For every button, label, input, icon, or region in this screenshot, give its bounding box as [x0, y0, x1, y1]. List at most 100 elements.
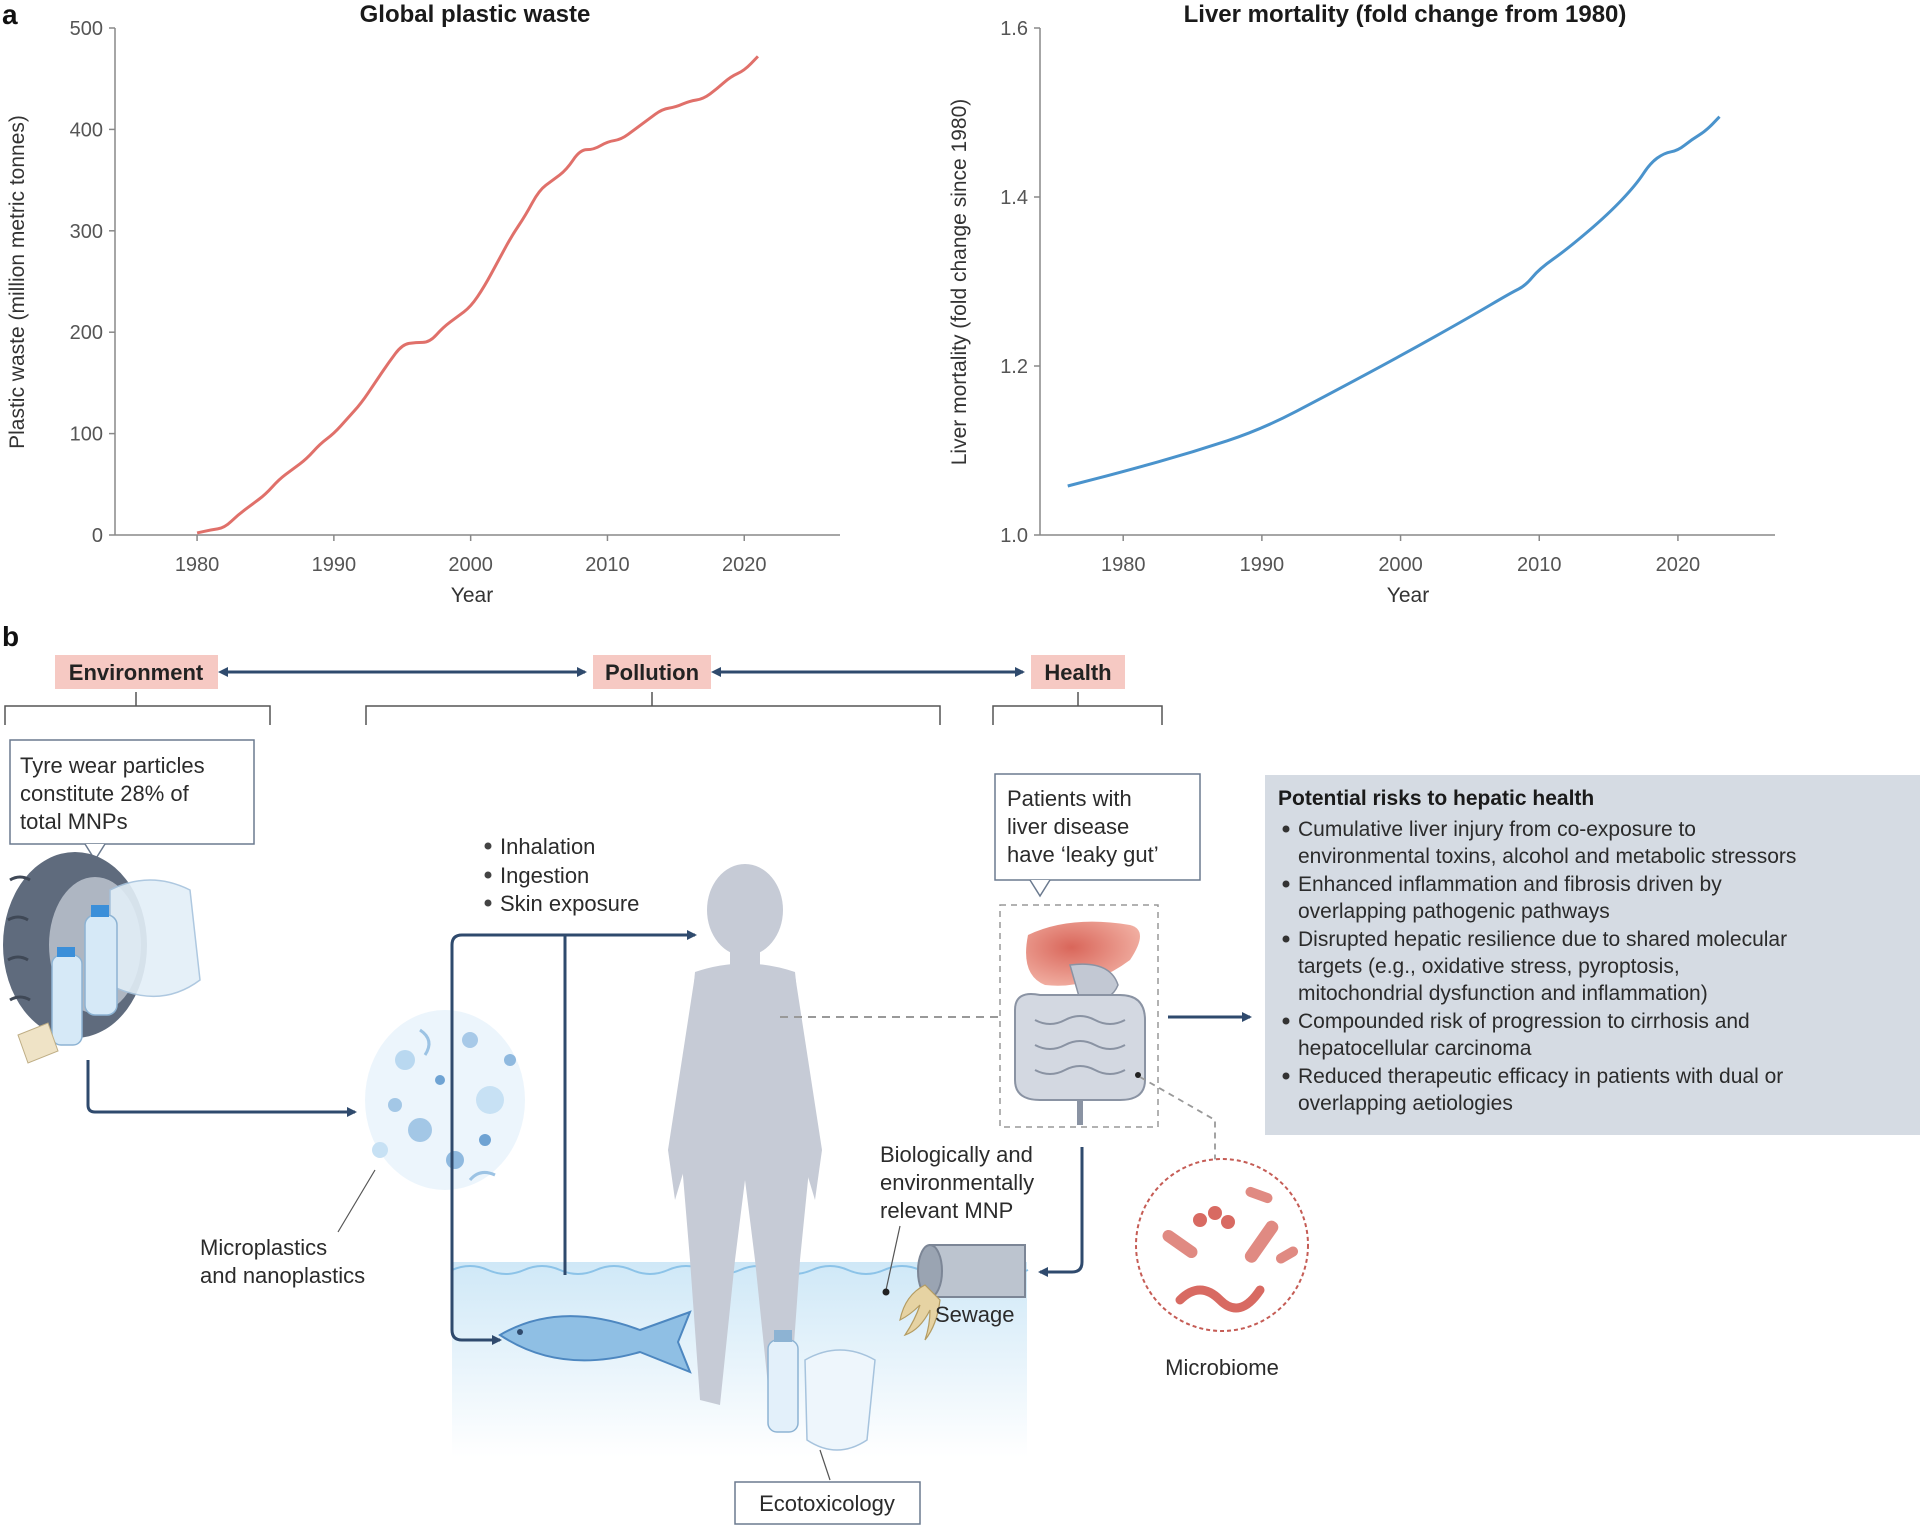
bottle-icon-2: [51, 954, 83, 1046]
arrow-tyre-to-mnp: [86, 1060, 357, 1117]
water-plastic-icon: [767, 1330, 876, 1451]
category-pollution: Pollution: [593, 655, 711, 689]
risk-item-4-line-1: Compounded risk of progression to cirrho…: [1298, 1010, 1750, 1033]
tyre-illustration: [3, 852, 201, 1064]
panel-a-letter: a: [2, 0, 18, 30]
chart-title-plastic: Global plastic waste: [360, 1, 591, 28]
category-health-bg: [1031, 655, 1125, 689]
patients-line-1: Patients with: [1007, 786, 1132, 811]
c1-xtick-label: 2020: [722, 554, 767, 576]
bracket-environment: [4, 692, 271, 725]
liver-mortality-series: [1067, 115, 1721, 488]
risk-bullet: [1282, 880, 1290, 888]
c1-xtick-label: 2000: [448, 554, 493, 576]
c2-ytick-label: 1.0: [1000, 525, 1028, 547]
c2-xtick-label: 1980: [1101, 554, 1146, 576]
c2-ytick-label: 1.2: [1000, 356, 1028, 378]
category-health: Health: [1031, 655, 1125, 689]
c1-ytick-label: 500: [70, 18, 103, 40]
bottle-cap-icon: [91, 905, 109, 917]
risk-bullet: [1282, 1017, 1290, 1025]
bottle-cap-icon-2: [57, 947, 75, 957]
y-label-plastic: Plastic waste (million metric tonnes): [6, 115, 29, 449]
risk-panel-bg: [1265, 775, 1920, 1135]
tyre-box-line-1: Tyre wear particles: [20, 753, 205, 778]
c1-ytick-label: 100: [70, 424, 103, 446]
c1-ytick-label: 300: [70, 221, 103, 243]
risk-bullet: [1282, 825, 1290, 833]
ecotox-label: Ecotoxicology: [759, 1491, 895, 1516]
plastic-bag-icon: [109, 879, 201, 998]
risk-panel: Potential risks to hepatic health Cumula…: [1265, 775, 1920, 1135]
risk-item-3-line-3: mitochondrial dysfunction and inflammati…: [1298, 982, 1708, 1005]
risk-item-5-line-2: overlapping aetiologies: [1298, 1092, 1513, 1115]
risk-item-4-line-2: hepatocellular carcinoma: [1298, 1037, 1532, 1060]
microplastics-cloud: [365, 1010, 525, 1190]
human-silhouette: [668, 864, 822, 1405]
patients-line-2: liver disease: [1007, 814, 1129, 839]
risk-item-1-line-1: Cumulative liver injury from co-exposure…: [1298, 818, 1696, 841]
bracket-pollution: [365, 692, 941, 725]
risk-item-5-line-1: Reduced therapeutic efficacy in patients…: [1298, 1065, 1783, 1088]
mnp-relevant-line-1: Biologically and: [880, 1142, 1033, 1167]
tyre-box-line-2: constitute 28% of: [20, 781, 190, 806]
route-inhalation: Inhalation: [500, 834, 595, 859]
c1-xtick-label: 1990: [312, 554, 357, 576]
c1-ytick-label: 200: [70, 322, 103, 344]
arrow-mnp-to-water: [450, 1262, 502, 1345]
chart-title-liver: Liver mortality (fold change from 1980): [1184, 1, 1627, 28]
category-environment-label: Environment: [69, 660, 204, 685]
x-label-liver: Year: [1387, 584, 1429, 607]
mnp-relevant-marker: [882, 1288, 890, 1296]
patients-box-border: [994, 773, 1201, 881]
mnp-relevant-line-3: relevant MNP: [880, 1198, 1013, 1223]
gut-dashed-box: [999, 904, 1159, 1128]
risk-title: Potential risks to hepatic health: [1278, 787, 1594, 810]
risk-bullet: [1282, 935, 1290, 943]
mnp-relevant-line-2: environmentally: [880, 1170, 1034, 1195]
category-pollution-bg: [593, 655, 711, 689]
ecotox-leader: [819, 1449, 831, 1481]
sewage-pipe-icon: [899, 1244, 1026, 1341]
arrow-mnp-to-human: [450, 930, 697, 1330]
category-health-label: Health: [1044, 660, 1111, 685]
exposure-routes: Inhalation Ingestion Skin exposure: [484, 834, 639, 916]
sewage-label: Sewage: [935, 1302, 1015, 1327]
mnp-leader-line: [337, 1169, 376, 1233]
debris-icon: [17, 1022, 59, 1064]
liver-gut-illustration: [1014, 921, 1146, 1125]
ecotox-box: [734, 1481, 921, 1525]
y-label-liver: Liver mortality (fold change since 1980): [948, 99, 971, 466]
bracket-health: [992, 692, 1163, 725]
risk-item-2-line-1: Enhanced inflammation and fibrosis drive…: [1298, 873, 1722, 896]
liver-mortality-chart: Liver mortality (fold change from 1980) …: [948, 1, 1775, 607]
mnp-relevant-leader: [885, 1225, 901, 1291]
route-ingestion: Ingestion: [500, 863, 589, 888]
c2-xtick-label: 1990: [1240, 554, 1285, 576]
panel-b-letter: b: [2, 621, 19, 652]
microbiome-label: Microbiome: [1165, 1355, 1279, 1380]
plastic-waste-chart: Global plastic waste 0 100 200 300 400 500 19…: [6, 1, 840, 607]
risk-bullet: [1282, 1072, 1290, 1080]
intestine-icon: [1014, 993, 1146, 1101]
category-environment: Environment: [55, 655, 218, 689]
arrow-gut-to-sewage: [1038, 1147, 1084, 1277]
patients-line-3: have ‘leaky gut’: [1007, 842, 1159, 867]
c1-ytick-label: 400: [70, 119, 103, 141]
gut-to-microbiome-dashed: [1139, 1076, 1216, 1165]
patients-box: Patients with liver disease have ‘leaky …: [994, 773, 1201, 898]
c2-xtick-label: 2020: [1656, 554, 1701, 576]
risk-item-3-line-1: Disrupted hepatic resilience due to shar…: [1298, 928, 1787, 951]
risk-item-1-line-2: environmental toxins, alcohol and metabo…: [1298, 845, 1796, 868]
bottle-icon: [84, 914, 118, 1016]
c2-ytick-label: 1.6: [1000, 18, 1028, 40]
tyre-box-border: [9, 739, 255, 845]
microbiome-icon: [1135, 1158, 1309, 1332]
c2-xtick-label: 2000: [1378, 554, 1423, 576]
tyre-box-line-3: total MNPs: [20, 809, 128, 834]
liver-icon: [1026, 921, 1140, 986]
tyre-box: Tyre wear particles constitute 28% of to…: [9, 739, 255, 862]
risk-item-2-line-2: overlapping pathogenic pathways: [1298, 900, 1610, 923]
c2-xtick-label: 2010: [1517, 554, 1562, 576]
